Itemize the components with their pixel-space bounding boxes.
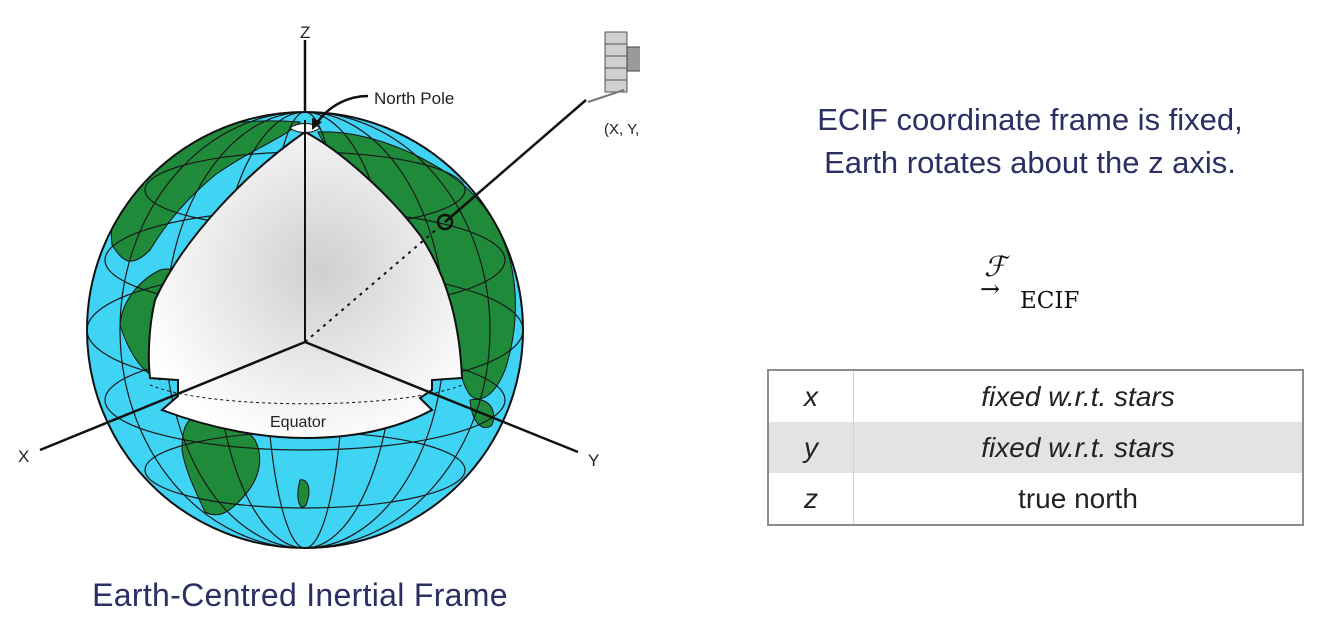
table-row-x: x fixed w.r.t. stars	[769, 371, 1302, 422]
north-pole-pointer	[314, 94, 369, 125]
axis-cell: z	[769, 473, 854, 524]
x-axis-label: X	[18, 447, 29, 466]
position-vector	[304, 221, 446, 343]
north-pole-label: North Pole	[374, 89, 454, 108]
land-madagascar	[297, 479, 310, 508]
frame-script-letter: ℱ	[984, 250, 1007, 283]
desc-cell: true north	[1018, 482, 1138, 514]
desc-cell: fixed w.r.t. stars	[981, 380, 1175, 412]
frame-symbol: ℱ → ECIF	[978, 250, 1108, 320]
equator-label: Equator	[270, 414, 327, 431]
vector-arrow-icon: →	[980, 275, 1001, 303]
frame-subscript: ECIF	[1020, 288, 1080, 314]
satellite-icon	[587, 31, 640, 103]
position-marker	[436, 213, 454, 231]
y-axis-label: Y	[588, 451, 599, 470]
table-row-z: z true north	[769, 473, 1302, 524]
heading-line-1: ECIF coordinate frame is fixed,	[817, 102, 1243, 137]
axis-cell: y	[769, 422, 854, 473]
satellite-link	[444, 99, 587, 223]
x-axis-line	[39, 340, 306, 452]
slide-heading: ECIF coordinate frame is fixed, Earth ro…	[760, 98, 1300, 184]
diagram-caption: Earth-Centred Inertial Frame	[92, 577, 508, 613]
satellite-label: (X, Y, Z)	[604, 121, 640, 138]
axis-table: x fixed w.r.t. stars y fixed w.r.t. star…	[767, 369, 1304, 526]
axis-cell: x	[769, 371, 854, 422]
y-axis-line	[304, 340, 579, 454]
heading-line-2: Earth rotates about the z axis.	[824, 145, 1236, 180]
table-row-y: y fixed w.r.t. stars	[769, 422, 1302, 473]
z-axis-label: Z	[300, 23, 310, 42]
desc-cell: fixed w.r.t. stars	[981, 431, 1175, 463]
globe-outline	[86, 111, 524, 549]
earth-frame-diagram: Z X Y North Pole Equator (X, Y, Z)	[18, 23, 640, 549]
